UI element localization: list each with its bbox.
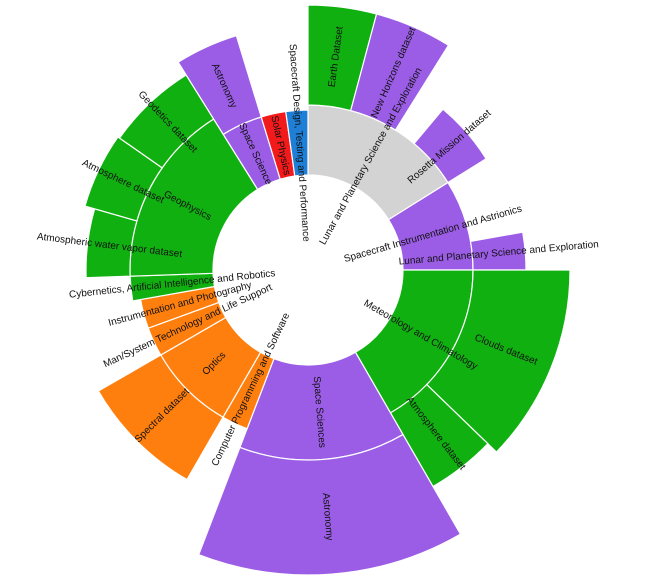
sunburst-segment-newhorizons[interactable]	[349, 13, 450, 131]
segment-label-astronomy1: Astronomy	[320, 492, 335, 541]
sunburst-segment-spacecraftdesign[interactable]	[285, 109, 309, 177]
sunburst-segment-astronomy1[interactable]	[197, 433, 462, 576]
segments-layer	[84, 4, 571, 576]
sunburst-segment-astronomy2[interactable]	[177, 34, 262, 136]
sunburst-segment-rosetta[interactable]	[413, 108, 487, 184]
sunburst-segment-spectral[interactable]	[97, 354, 224, 481]
sunburst-segment-clouds[interactable]	[425, 269, 571, 453]
